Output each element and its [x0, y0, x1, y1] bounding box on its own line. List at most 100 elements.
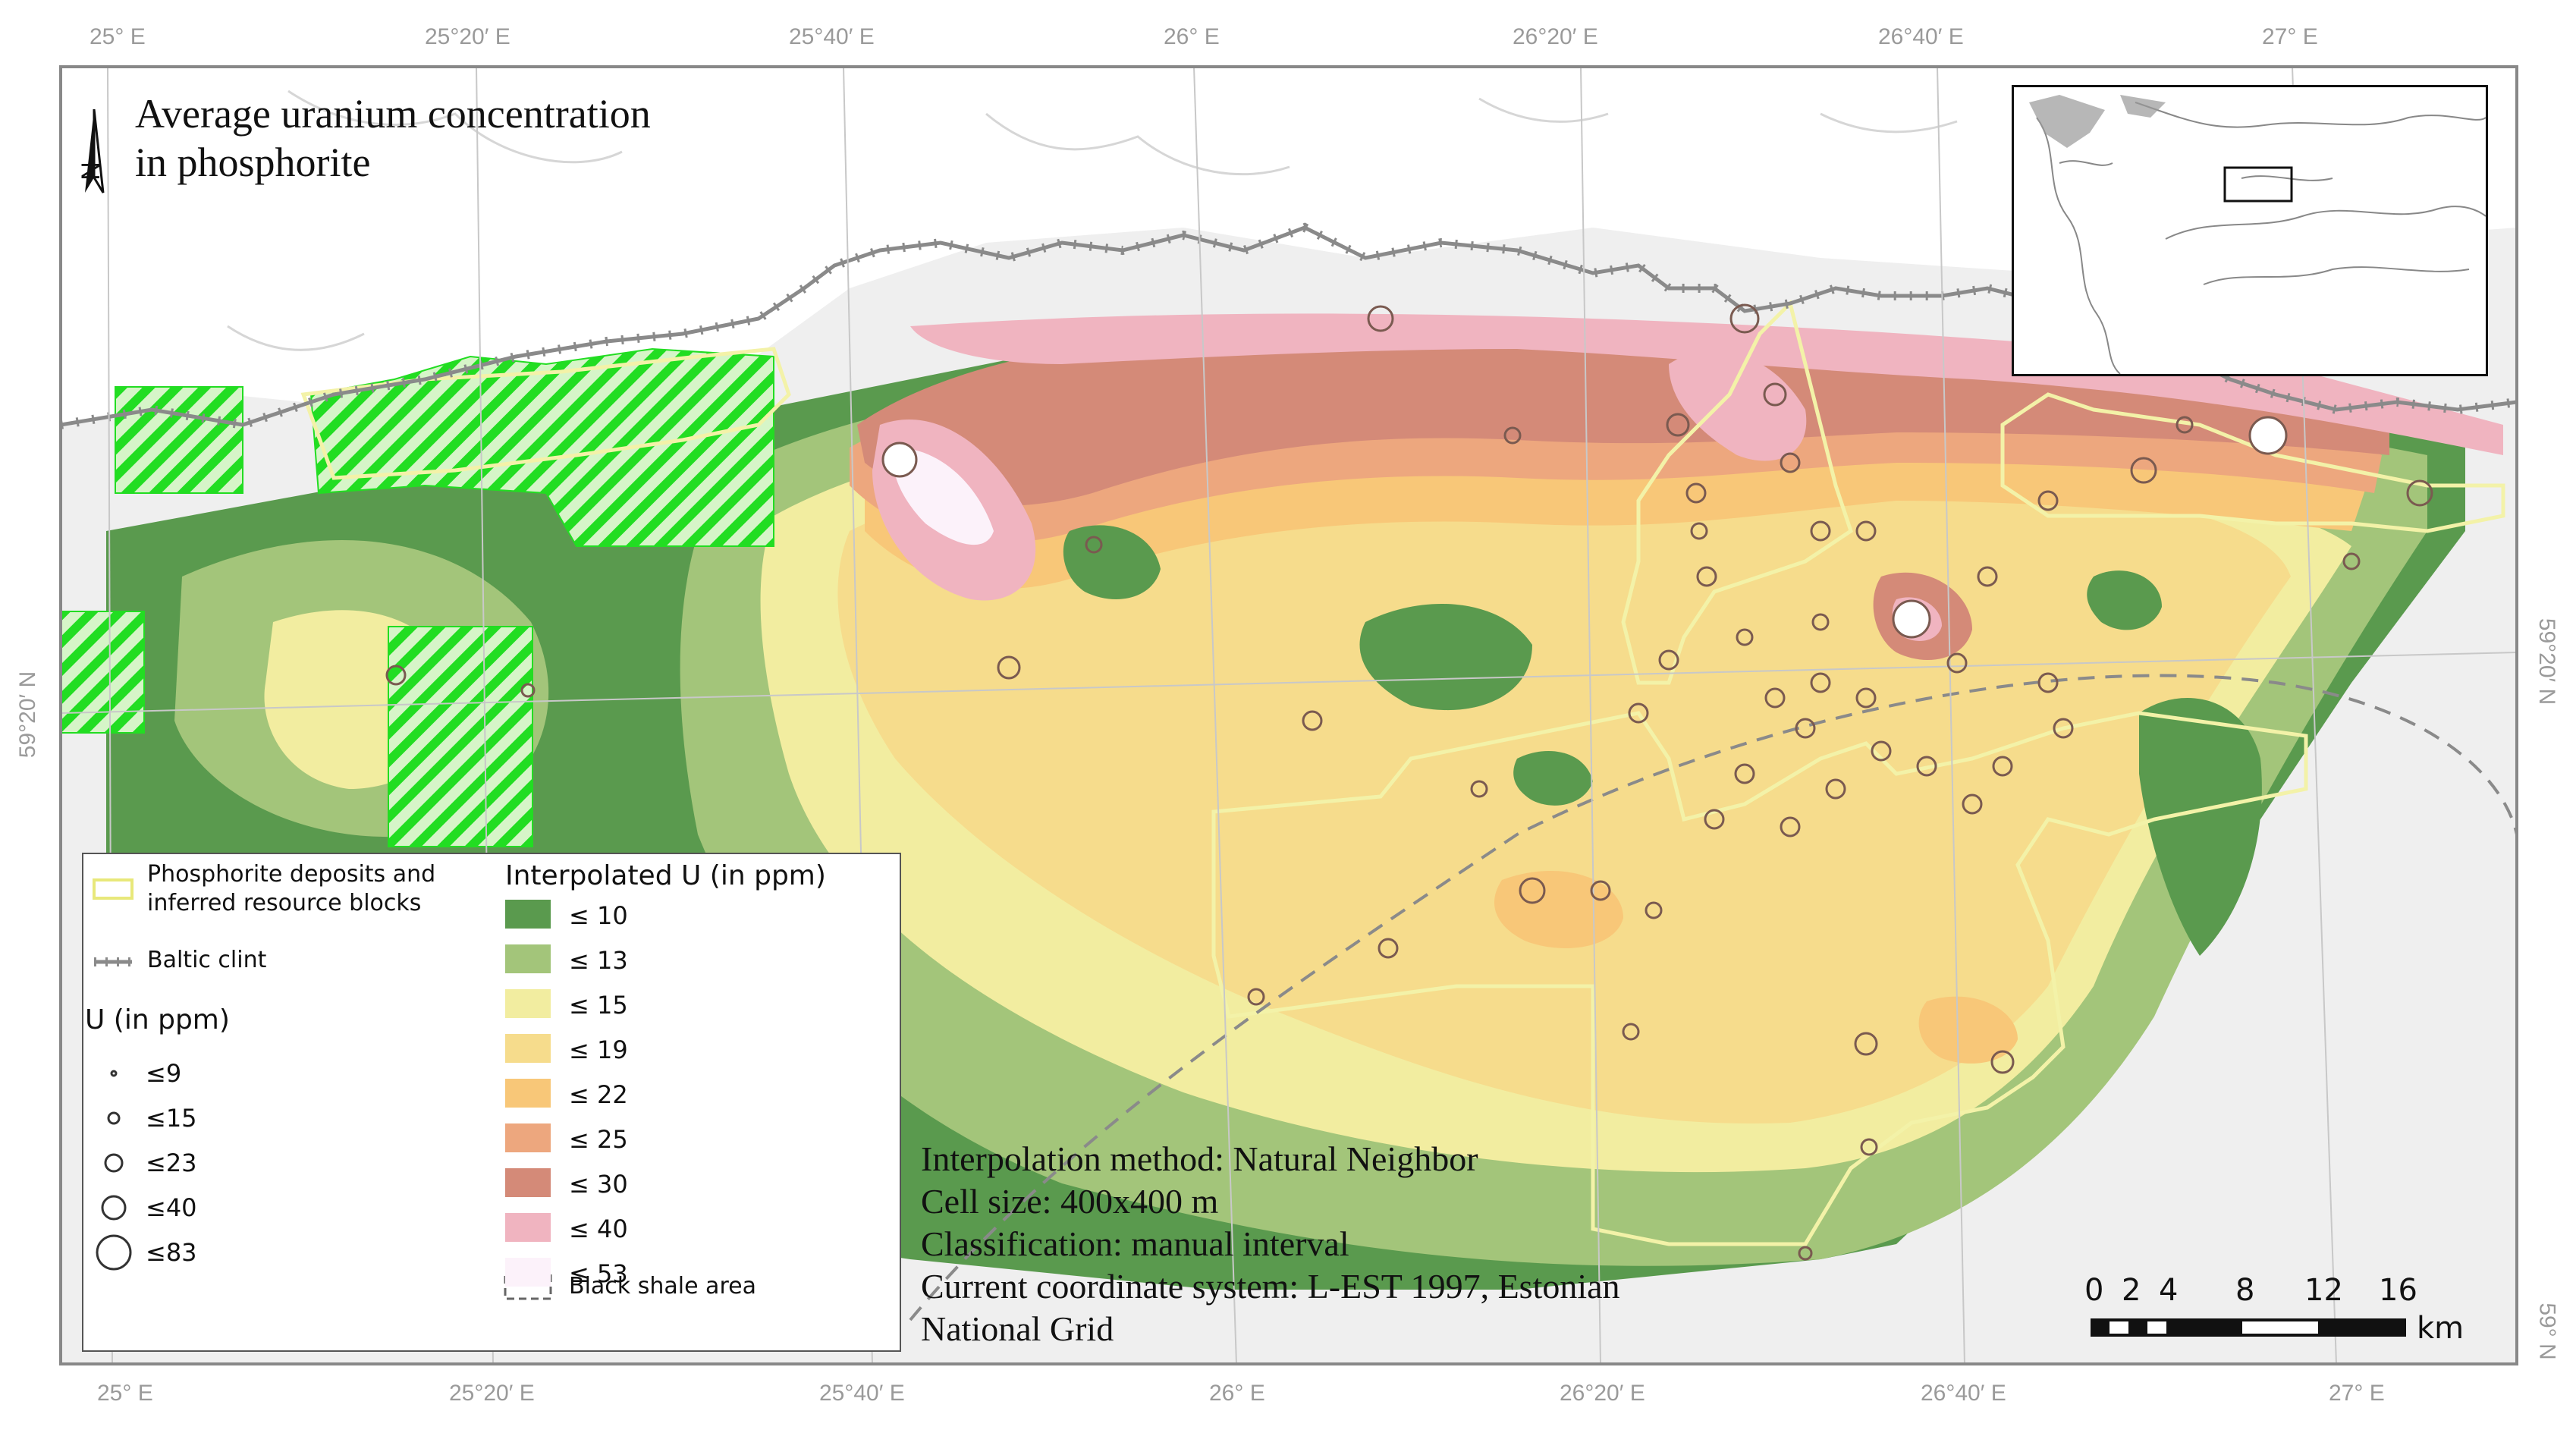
legend-interp-swatch-4	[505, 1034, 551, 1063]
sample-point	[1247, 988, 1265, 1006]
grid-label-top-3: 25°40′ E	[789, 24, 875, 49]
deposit-outlines	[300, 300, 2505, 1246]
legend-interp-swatch-6	[505, 1123, 551, 1152]
legend-interp-label-7: ≤ 30	[569, 1170, 628, 1199]
legend-interp-swatch-2	[505, 944, 551, 973]
legend-interp-label-2: ≤ 13	[569, 946, 628, 975]
sample-point	[1736, 628, 1754, 646]
sample-point	[1946, 652, 1968, 674]
inset-map	[2012, 85, 2488, 376]
sample-point	[1855, 520, 1877, 542]
sample-point	[1470, 780, 1488, 798]
map-legend: Phosphorite deposits and inferred resour…	[82, 853, 901, 1352]
inset-map-canvas	[2029, 95, 2486, 375]
grid-label-left-1: 59°20′ N	[15, 671, 41, 759]
zone-le-53-west	[893, 448, 994, 545]
sample-point	[1658, 649, 1679, 671]
legend-interp-label-5: ≤ 22	[569, 1080, 628, 1109]
legend-u-circle-1	[110, 1070, 118, 1077]
sample-point	[1622, 1023, 1640, 1041]
grid-label-bottom-5: 26°20′ E	[1560, 1381, 1645, 1406]
sample-point	[2037, 490, 2059, 511]
grid-label-right-1: 59°20′ N	[2534, 618, 2560, 706]
legend-interp-swatch-8	[505, 1213, 551, 1242]
legend-interp-swatch-5	[505, 1079, 551, 1108]
sample-point	[520, 683, 536, 698]
info-line-1: Interpolation method: Natural Neighbor	[921, 1139, 1478, 1178]
legend-interp-label-4: ≤ 19	[569, 1035, 628, 1064]
grid-label-bottom-4: 26° E	[1209, 1381, 1265, 1406]
sample-point	[1780, 452, 1801, 473]
info-line-3: Classification: manual interval	[921, 1224, 1349, 1263]
legend-u-circle-2	[107, 1111, 121, 1125]
sample-point	[385, 665, 407, 686]
zone-le-10-pocket-2	[1359, 604, 1532, 711]
legend-u-label-3: ≤23	[146, 1149, 197, 1177]
legend-u-label-1: ≤9	[146, 1059, 182, 1088]
north-arrow-label: N	[76, 162, 105, 181]
sample-point	[1854, 1032, 1878, 1056]
scale-tick-2: 2	[2122, 1273, 2141, 1308]
sample-point	[1729, 303, 1760, 334]
baltic-clint-teeth	[61, 222, 2517, 430]
legend-u-label-4: ≤40	[146, 1193, 197, 1222]
legend-u-circle-3	[104, 1153, 124, 1173]
hatched-areas	[61, 347, 774, 847]
zone-le-10-pocket-1	[1063, 525, 1161, 599]
scale-tick-0: 0	[2084, 1273, 2104, 1308]
sample-point	[1503, 426, 1522, 445]
sample-point	[1519, 877, 1546, 904]
info-line-2: Cell size: 400x400 m	[921, 1182, 1219, 1221]
map-frame-border	[59, 65, 2518, 1365]
legend-interp-swatch-9	[505, 1258, 551, 1287]
zone-le-22-southeast	[1918, 996, 2018, 1064]
grid-label-bottom-3: 25°40′ E	[819, 1381, 905, 1406]
sample-point	[2037, 672, 2059, 693]
scale-tick-8: 8	[2235, 1273, 2255, 1308]
info-line-5: National Grid	[921, 1309, 1114, 1348]
legend-interp-label-6: ≤ 25	[569, 1125, 628, 1154]
sample-point	[1855, 687, 1877, 709]
sample-point	[881, 442, 918, 478]
sample-point	[2248, 416, 2288, 455]
info-line-4: Current coordinate system: L-EST 1997, E…	[921, 1267, 1620, 1306]
sample-point	[1378, 938, 1399, 959]
sample-point	[1811, 613, 1830, 631]
island-outlines	[227, 90, 1958, 351]
sample-point	[997, 655, 1021, 680]
grid-label-bottom-6: 26°40′ E	[1921, 1381, 2006, 1406]
map-title-line-1: Average uranium concentration	[135, 91, 651, 137]
grid-label-bottom-7: 27° E	[2329, 1381, 2385, 1406]
sample-point	[2342, 552, 2361, 570]
sample-point	[1763, 382, 1787, 407]
scale-tick-4: 4	[2159, 1273, 2179, 1308]
sample-point	[1810, 520, 1831, 542]
legend-interp-label-8: ≤ 40	[569, 1215, 628, 1243]
sample-point	[1690, 522, 1708, 540]
zone-le-10-pocket-4	[2139, 698, 2262, 956]
legend-interp-swatch-3	[505, 989, 551, 1018]
legend-deposits-label: Phosphorite deposits and inferred resour…	[147, 861, 436, 916]
scale-tick-12: 12	[2304, 1273, 2343, 1308]
map-title: Average uranium concentration in phospho…	[135, 90, 651, 187]
sample-point	[1645, 901, 1663, 919]
sample-point	[1666, 413, 1690, 437]
sample-point	[1685, 482, 1707, 504]
legend-interp-label-1: ≤ 10	[569, 901, 628, 930]
sample-point	[1704, 809, 1725, 830]
sample-point	[1780, 816, 1801, 837]
black-shale-boundary	[909, 674, 2517, 1321]
grid-label-top-6: 26°40′ E	[1878, 24, 1964, 49]
legend-symbols	[93, 878, 552, 1300]
north-arrow-icon	[85, 108, 105, 193]
sample-point	[1302, 710, 1323, 731]
sample-point	[2406, 479, 2433, 507]
grid-label-top-4: 26° E	[1164, 24, 1220, 49]
sample-point	[1628, 702, 1649, 724]
sample-point	[1977, 566, 1998, 587]
legend-interp-title: Interpolated U (in ppm)	[505, 860, 826, 891]
grid-label-top-1: 25° E	[90, 24, 146, 49]
sample-point	[1764, 687, 1786, 709]
legend-interp-swatch-1	[505, 900, 551, 929]
zone-le-40-center	[1669, 350, 1807, 461]
